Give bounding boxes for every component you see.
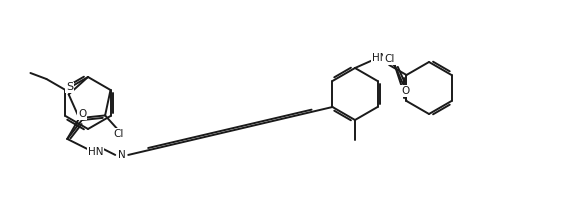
Text: S: S — [66, 82, 73, 92]
Text: Cl: Cl — [113, 129, 124, 139]
Text: N: N — [118, 150, 126, 160]
Text: HN: HN — [372, 53, 388, 63]
Text: HN: HN — [87, 147, 103, 157]
Text: O: O — [401, 86, 409, 96]
Text: O: O — [78, 109, 86, 119]
Text: Cl: Cl — [384, 54, 394, 64]
